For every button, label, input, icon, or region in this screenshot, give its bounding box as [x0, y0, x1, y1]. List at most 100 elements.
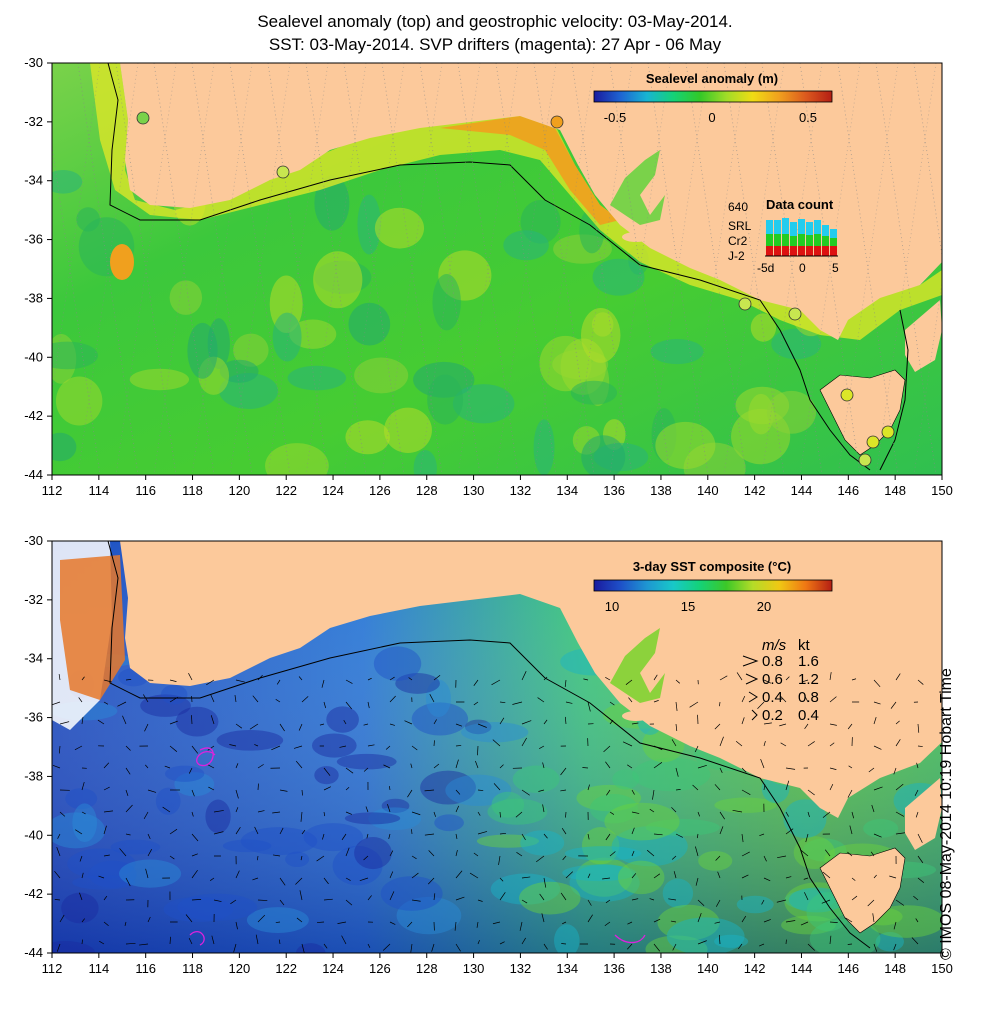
velocity-arrow: [759, 833, 765, 837]
x-tick-label: 122: [275, 961, 297, 976]
velocity-arrow: [807, 789, 815, 796]
velocity-arrow: [499, 811, 501, 818]
eddy-blob: [272, 312, 302, 362]
count-bar-cr2: [806, 235, 813, 246]
velocity-arrow: [521, 737, 527, 747]
velocity-arrow: [917, 833, 923, 843]
imos-credit: © IMOS 08-May-2014 10:19 Hobart Time: [938, 668, 955, 960]
velocity-arrow: [627, 943, 633, 950]
velocity-arrow: [543, 676, 548, 681]
velocity-arrow: [512, 701, 523, 705]
eddy-blob: [771, 328, 822, 360]
velocity-arrow: [81, 781, 85, 791]
velocity-arrow: [411, 745, 418, 751]
sst-patch: [368, 807, 422, 831]
velocity-arrow: [694, 745, 699, 753]
sst-patch: [222, 839, 272, 853]
velocity-arrow: [668, 898, 677, 901]
velocity-arrow: [562, 855, 567, 861]
velocity-arrow: [829, 935, 832, 945]
eddy-blob: [314, 175, 350, 231]
velocity-arrow: [741, 717, 745, 725]
velocity-arrow: [164, 765, 171, 769]
velocity-arrow: [499, 877, 504, 882]
velocity-arrow: [145, 764, 149, 769]
eddy-blob: [750, 313, 777, 342]
velocity-arrow: [387, 804, 391, 813]
velocity-arrow: [363, 723, 369, 726]
velocity-arrow: [477, 745, 479, 756]
velocity-arrow: [609, 851, 616, 857]
velocity-arrow: [257, 855, 259, 861]
count-bar-srl: [814, 220, 821, 234]
velocity-arrow: [521, 720, 532, 725]
velocity-arrow: [851, 811, 855, 819]
top-colorbar: Sealevel anomaly (m) -0.5 0 0.5: [593, 71, 833, 125]
count-bar-srl: [790, 222, 797, 236]
velocity-arrow: [605, 833, 611, 841]
top-colorbar-tick: 0.5: [799, 110, 817, 125]
velocity-arrow: [873, 679, 881, 688]
sst-patch: [662, 878, 694, 908]
velocity-arrow: [561, 828, 567, 835]
velocity-arrow: [147, 789, 157, 793]
velocity-arrow: [147, 916, 151, 923]
velocity-arrow: [213, 810, 224, 813]
velocity-arrow: [675, 833, 683, 838]
velocity-arrow: [848, 765, 853, 769]
count-bar-cr2: [798, 234, 805, 246]
velocity-arrow: [671, 855, 677, 860]
legend-arrow: [748, 691, 758, 703]
velocity-arrow: [697, 764, 707, 769]
velocity-arrow: [125, 789, 129, 796]
velocity-arrow: [561, 943, 567, 945]
sst-patch: [52, 941, 96, 953]
velocity-arrow: [323, 786, 331, 791]
altimeter-track: [647, 63, 709, 475]
velocity-arrow: [191, 715, 193, 725]
drifter-track: [189, 931, 205, 946]
velocity-arrow: [804, 723, 809, 730]
velocity-arrow: [389, 891, 395, 901]
velocity-arrow: [499, 764, 504, 769]
velocity-arrow: [389, 676, 395, 681]
velocity-arrow: [455, 789, 461, 795]
velocity-arrow: [367, 744, 375, 747]
sst-patch: [381, 798, 410, 813]
velocity-arrow: [829, 672, 832, 681]
velocity-arrow: [191, 898, 202, 901]
velocity-arrow: [735, 740, 743, 747]
velocity-arrow: [675, 767, 679, 777]
data-count-inset: 640 Data count SRL Cr2 J-2 -5d 0 5: [728, 197, 839, 275]
velocity-arrow: [868, 767, 875, 773]
velocity-arrow: [475, 760, 479, 769]
velocity-arrow: [873, 701, 881, 705]
sst-patch: [875, 931, 904, 952]
velocity-arrow: [339, 745, 347, 748]
bottom-colorbar-title: 3-day SST composite (°C): [633, 559, 791, 574]
velocity-arrow: [741, 915, 747, 923]
velocity-arrow: [521, 876, 531, 879]
velocity-arrow: [254, 744, 259, 747]
x-tick-label: 150: [931, 961, 953, 976]
count-bar-cr2: [766, 234, 773, 246]
velocity-arrow: [57, 833, 61, 839]
velocity-arrow: [78, 697, 83, 703]
shelf-contour-east: [879, 309, 909, 471]
sst-patch: [569, 864, 640, 902]
sst-patch: [354, 837, 392, 870]
velocity-arrow: [276, 679, 281, 685]
velocity-arrow: [411, 855, 417, 860]
velocity-arrow: [763, 877, 771, 882]
eddy-blob: [313, 251, 363, 309]
velocity-arrow: [81, 939, 83, 945]
velocity-arrow: [54, 899, 61, 901]
kangaroo-island: [622, 232, 650, 242]
velocity-arrow: [763, 740, 766, 747]
velocity-arrow: [675, 789, 681, 791]
velocity-arrow: [542, 804, 545, 813]
velocity-arrow: [622, 741, 633, 747]
count-bar-cr2: [790, 236, 797, 246]
velocity-arrow: [455, 870, 463, 879]
